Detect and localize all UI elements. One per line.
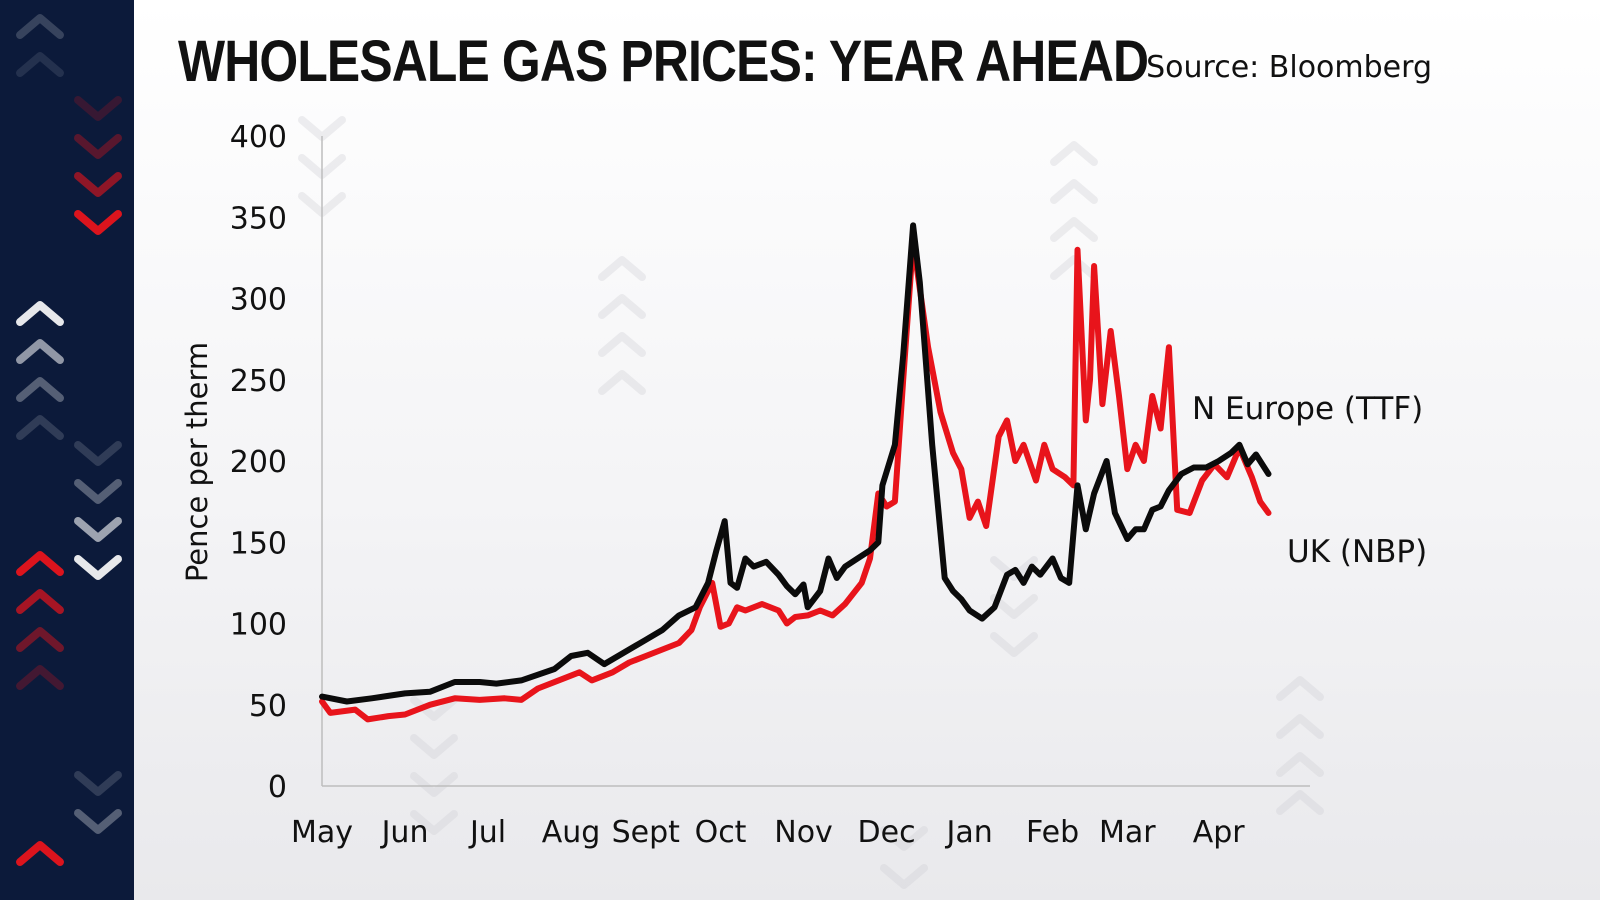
- chevron-up-icon: [16, 377, 64, 402]
- x-tick-label: Jun: [380, 815, 429, 850]
- chart-series: [319, 222, 1272, 723]
- x-tick-label: Aug: [542, 815, 601, 850]
- decorative-side-strip: [0, 0, 134, 900]
- series-label-ttf: N Europe (TTF): [1192, 391, 1423, 427]
- chevron-up-icon: [16, 339, 64, 364]
- chevron-down-icon: [990, 594, 1038, 619]
- x-tick-label: May: [291, 815, 353, 850]
- chevron-down-icon: [74, 172, 122, 197]
- x-axis-ticks: May Jun Jul Aug Sept Oct Nov Dec Jan Feb Mar Apr: [291, 815, 1245, 850]
- chevron-up-icon: [16, 301, 64, 326]
- chevron-up-icon: [1276, 752, 1324, 777]
- series-line: [319, 222, 1272, 705]
- chevron-up-icon: [16, 841, 64, 866]
- chevron-up-icon: [16, 665, 64, 690]
- chevron-down-icon: [410, 734, 458, 759]
- chevron-up-icon: [1276, 790, 1324, 815]
- chevron-up-icon: [1050, 141, 1098, 166]
- chevron-up-icon: [1276, 676, 1324, 701]
- y-tick-label: 50: [249, 689, 287, 724]
- chevron-up-icon: [16, 627, 64, 652]
- y-tick-label: 350: [230, 201, 287, 236]
- x-tick-label: Dec: [858, 815, 916, 850]
- chevron-up-icon: [598, 332, 646, 357]
- chevron-up-icon: [16, 52, 64, 77]
- chevron-down-icon: [74, 441, 122, 466]
- x-tick-label: Oct: [695, 815, 747, 850]
- y-tick-label: 150: [230, 526, 287, 561]
- chevron-down-icon: [74, 210, 122, 235]
- chevron-down-icon: [990, 556, 1038, 581]
- chevron-up-icon: [1050, 255, 1098, 280]
- chevron-up-icon: [598, 370, 646, 395]
- chevron-up-icon: [16, 14, 64, 39]
- chevron-down-icon: [410, 810, 458, 835]
- decorative-chevrons: [16, 14, 122, 866]
- y-axis-ticks: 0 50 100 150 200 250 300 350 400: [230, 120, 287, 805]
- chevron-up-icon: [16, 589, 64, 614]
- y-tick-label: 400: [230, 120, 287, 155]
- chevron-down-icon: [880, 826, 928, 851]
- series-line: [319, 238, 1272, 723]
- y-tick-label: 250: [230, 364, 287, 399]
- y-tick-label: 0: [268, 770, 287, 805]
- chevron-down-icon: [74, 134, 122, 159]
- chevron-down-icon: [74, 771, 122, 796]
- x-tick-label: Feb: [1026, 815, 1079, 850]
- x-tick-label: Mar: [1099, 815, 1156, 850]
- x-tick-label: Apr: [1193, 815, 1246, 850]
- chevron-down-icon: [74, 479, 122, 504]
- chevron-up-icon: [598, 256, 646, 281]
- chevron-down-icon: [880, 864, 928, 889]
- chevron-up-icon: [1050, 217, 1098, 242]
- source-credit: Source: Bloomberg: [1146, 50, 1432, 85]
- chevron-up-icon: [1276, 714, 1324, 739]
- chevron-down-icon: [990, 632, 1038, 657]
- chevron-up-icon: [1050, 179, 1098, 204]
- chart-axes: [321, 136, 1310, 787]
- y-tick-label: 200: [230, 445, 287, 480]
- chart-title: WHOLESALE GAS PRICES: YEAR AHEAD: [178, 29, 1149, 94]
- chevron-down-icon: [410, 772, 458, 797]
- chevron-up-icon: [598, 294, 646, 319]
- y-axis-label: Pence per therm: [180, 342, 214, 582]
- x-tick-label: Jan: [944, 815, 992, 850]
- chevron-down-icon: [74, 809, 122, 834]
- chevron-down-icon: [74, 96, 122, 121]
- chevron-down-icon: [74, 517, 122, 542]
- chevron-up-icon: [16, 551, 64, 576]
- y-tick-label: 100: [230, 608, 287, 643]
- x-tick-label: Sept: [612, 815, 681, 850]
- chevron-down-icon: [74, 555, 122, 580]
- series-label-nbp: UK (NBP): [1287, 534, 1427, 570]
- x-tick-label: Nov: [774, 815, 833, 850]
- y-tick-label: 300: [230, 283, 287, 318]
- x-tick-label: Jul: [468, 815, 506, 850]
- chevron-up-icon: [16, 415, 64, 440]
